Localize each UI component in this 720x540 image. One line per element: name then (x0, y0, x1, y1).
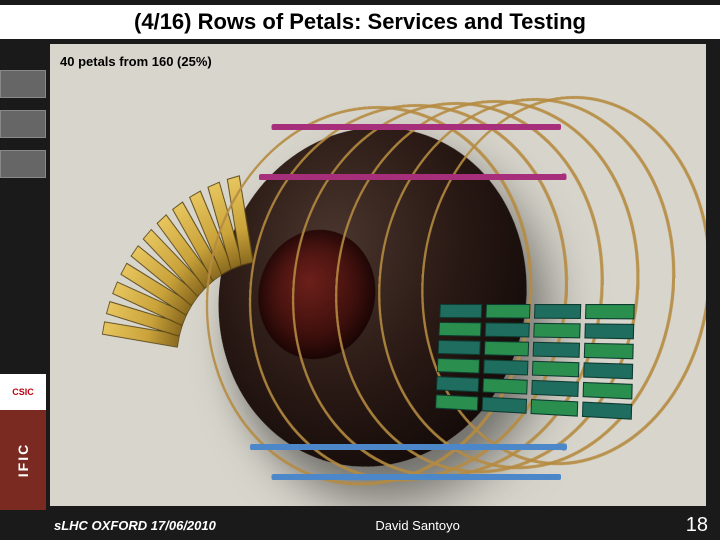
service-tray (439, 304, 482, 318)
service-tray (531, 399, 579, 417)
service-tray (533, 323, 580, 339)
render-canvas: 40 petals from 160 (25%) (50, 44, 706, 506)
service-tray (583, 382, 633, 400)
service-tray (437, 358, 480, 374)
side-tab (0, 110, 46, 138)
page-number: 18 (686, 514, 708, 537)
slide: (4/16) Rows of Petals: Services and Test… (0, 0, 720, 540)
render-caption: 40 petals from 160 (25%) (60, 54, 212, 69)
csic-logo-text: CSIC (12, 387, 34, 397)
service-tray (485, 322, 530, 337)
service-tray (582, 402, 632, 420)
service-tray (585, 304, 635, 319)
ific-strip: IFIC (0, 410, 46, 510)
service-tray (438, 340, 481, 355)
side-tab (0, 70, 46, 98)
service-tray (482, 378, 527, 395)
footer-author: David Santoyo (375, 518, 460, 533)
service-tray (484, 341, 529, 357)
service-tray (533, 342, 580, 358)
side-tab (0, 150, 46, 178)
service-tray (584, 343, 634, 360)
service-tray (534, 304, 581, 319)
service-tray (483, 359, 528, 375)
service-tray (485, 304, 530, 319)
longitudinal-rail (271, 474, 561, 480)
service-tray (439, 322, 482, 337)
cad-render (80, 74, 676, 496)
ific-label: IFIC (15, 443, 31, 477)
longitudinal-rail (250, 444, 567, 451)
service-tray (435, 394, 478, 411)
footer-conference: sLHC OXFORD 17/06/2010 (54, 518, 216, 533)
footer: sLHC OXFORD 17/06/2010 David Santoyo 18 (0, 510, 720, 540)
service-tray (436, 376, 479, 392)
longitudinal-rail (271, 124, 561, 130)
service-tray (532, 361, 580, 378)
service-tray (531, 380, 579, 397)
service-tray (482, 397, 527, 414)
csic-logo: CSIC (0, 374, 46, 410)
longitudinal-rail (259, 174, 567, 181)
service-tray (583, 362, 633, 379)
service-tray (584, 323, 634, 339)
title-bar: (4/16) Rows of Petals: Services and Test… (0, 0, 720, 44)
slide-title: (4/16) Rows of Petals: Services and Test… (0, 5, 720, 39)
